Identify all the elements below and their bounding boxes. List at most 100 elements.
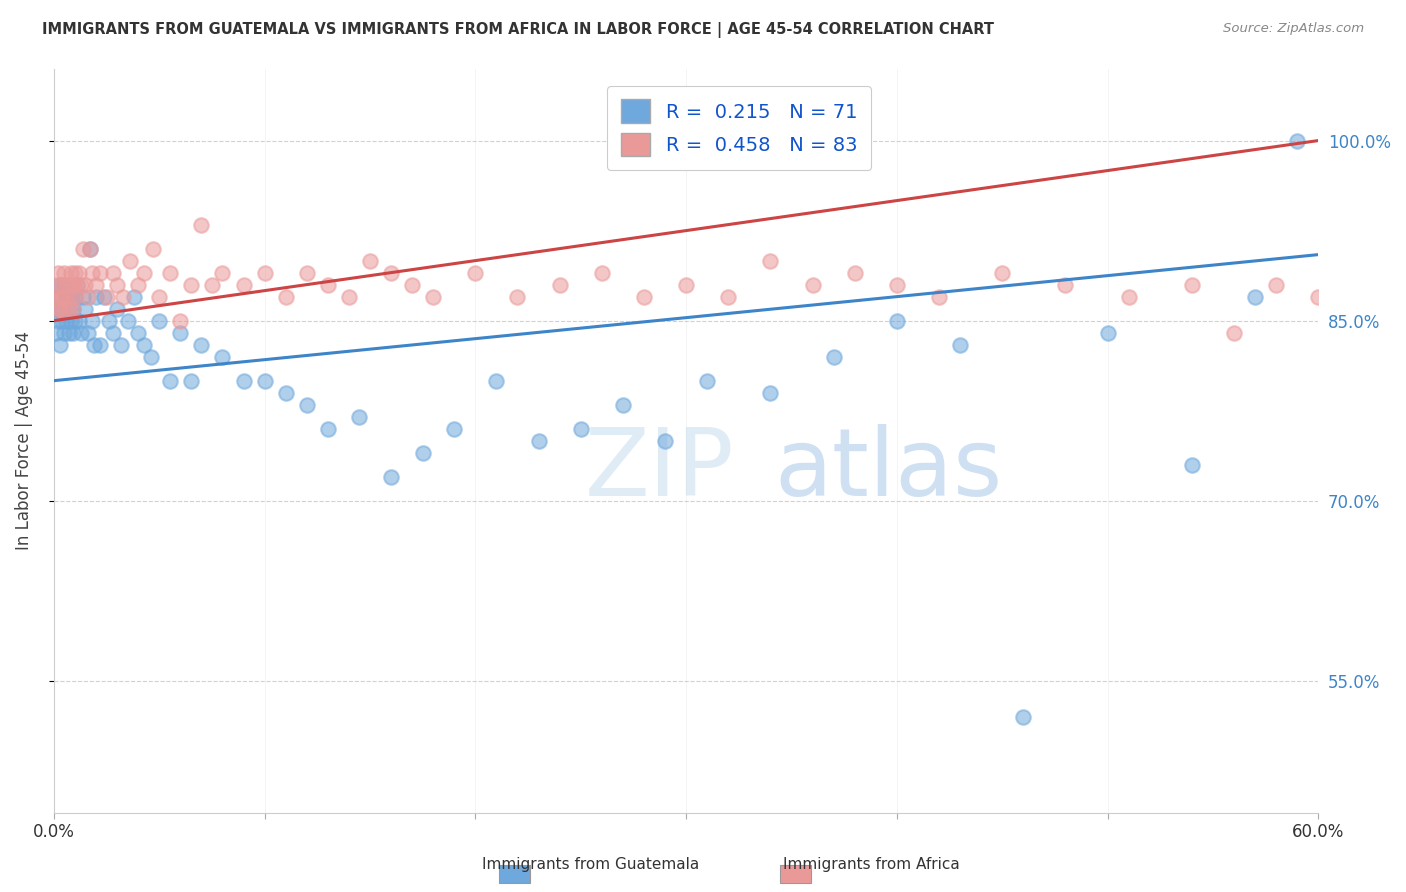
Point: [63, 313, 86, 327]
Point: [97, 313, 120, 327]
Point: [62, 301, 84, 316]
Point: [139, 350, 162, 364]
Point: [45, 326, 67, 340]
Y-axis label: In Labor Force | Age 45-54: In Labor Force | Age 45-54: [15, 331, 32, 550]
Point: [548, 277, 571, 292]
Point: [569, 422, 592, 436]
Point: [96, 290, 118, 304]
Point: [127, 277, 149, 292]
Point: [58, 301, 80, 316]
Point: [232, 374, 254, 388]
Point: [51, 301, 73, 316]
Text: Immigrants from Africa: Immigrants from Africa: [783, 857, 960, 872]
Point: [49, 337, 72, 351]
Point: [67, 266, 90, 280]
Point: [211, 266, 233, 280]
Point: [59, 313, 82, 327]
Point: [612, 398, 634, 412]
Point: [1054, 277, 1077, 292]
Point: [101, 326, 124, 340]
Point: [696, 374, 718, 388]
Point: [46, 313, 69, 327]
Point: [55, 290, 77, 304]
Text: Immigrants from Guatemala: Immigrants from Guatemala: [482, 857, 699, 872]
Point: [717, 290, 740, 304]
Point: [127, 326, 149, 340]
Point: [148, 313, 170, 327]
Point: [169, 326, 191, 340]
Point: [80, 266, 103, 280]
Point: [1097, 326, 1119, 340]
Point: [633, 290, 655, 304]
Point: [148, 290, 170, 304]
Point: [759, 253, 782, 268]
Point: [380, 469, 402, 483]
Point: [51, 290, 73, 304]
Point: [59, 290, 82, 304]
Point: [105, 301, 128, 316]
Point: [45, 290, 67, 304]
Point: [53, 301, 76, 316]
Text: Source: ZipAtlas.com: Source: ZipAtlas.com: [1223, 22, 1364, 36]
Point: [506, 290, 529, 304]
Point: [211, 350, 233, 364]
Point: [79, 242, 101, 256]
Point: [59, 290, 82, 304]
Point: [53, 277, 76, 292]
Text: IMMIGRANTS FROM GUATEMALA VS IMMIGRANTS FROM AFRICA IN LABOR FORCE | AGE 45-54 C: IMMIGRANTS FROM GUATEMALA VS IMMIGRANTS …: [42, 22, 994, 38]
Point: [122, 290, 145, 304]
Point: [84, 277, 107, 292]
Point: [89, 266, 111, 280]
Point: [83, 337, 105, 351]
Point: [112, 290, 135, 304]
Point: [591, 266, 613, 280]
Point: [274, 385, 297, 400]
Point: [201, 277, 224, 292]
Point: [142, 242, 165, 256]
Point: [46, 266, 69, 280]
Point: [1244, 290, 1267, 304]
Point: [63, 290, 86, 304]
Point: [1223, 326, 1246, 340]
Point: [359, 253, 381, 268]
Point: [180, 374, 202, 388]
Point: [1286, 134, 1309, 148]
Point: [801, 277, 824, 292]
Point: [253, 266, 276, 280]
Point: [45, 301, 67, 316]
Point: [118, 253, 141, 268]
Point: [70, 277, 93, 292]
Point: [59, 266, 82, 280]
Point: [63, 266, 86, 280]
Legend: R =  0.215   N = 71, R =  0.458   N = 83: R = 0.215 N = 71, R = 0.458 N = 83: [607, 86, 870, 170]
Point: [66, 277, 89, 292]
Point: [654, 434, 676, 448]
Point: [1012, 710, 1035, 724]
Point: [485, 374, 508, 388]
Point: [349, 409, 371, 424]
Point: [51, 313, 73, 327]
Point: [62, 326, 84, 340]
Point: [76, 326, 98, 340]
Point: [45, 277, 67, 292]
Point: [76, 290, 98, 304]
Point: [134, 337, 156, 351]
Point: [66, 277, 89, 292]
Point: [53, 326, 76, 340]
Point: [316, 277, 339, 292]
Point: [58, 301, 80, 316]
Point: [675, 277, 697, 292]
Point: [412, 446, 434, 460]
Point: [886, 313, 908, 327]
Point: [169, 313, 191, 327]
Point: [295, 398, 318, 412]
Point: [422, 290, 444, 304]
Point: [190, 218, 212, 232]
Point: [159, 266, 181, 280]
Point: [949, 337, 972, 351]
Point: [62, 277, 84, 292]
Point: [1118, 290, 1140, 304]
Point: [159, 374, 181, 388]
Point: [232, 277, 254, 292]
Point: [63, 290, 86, 304]
